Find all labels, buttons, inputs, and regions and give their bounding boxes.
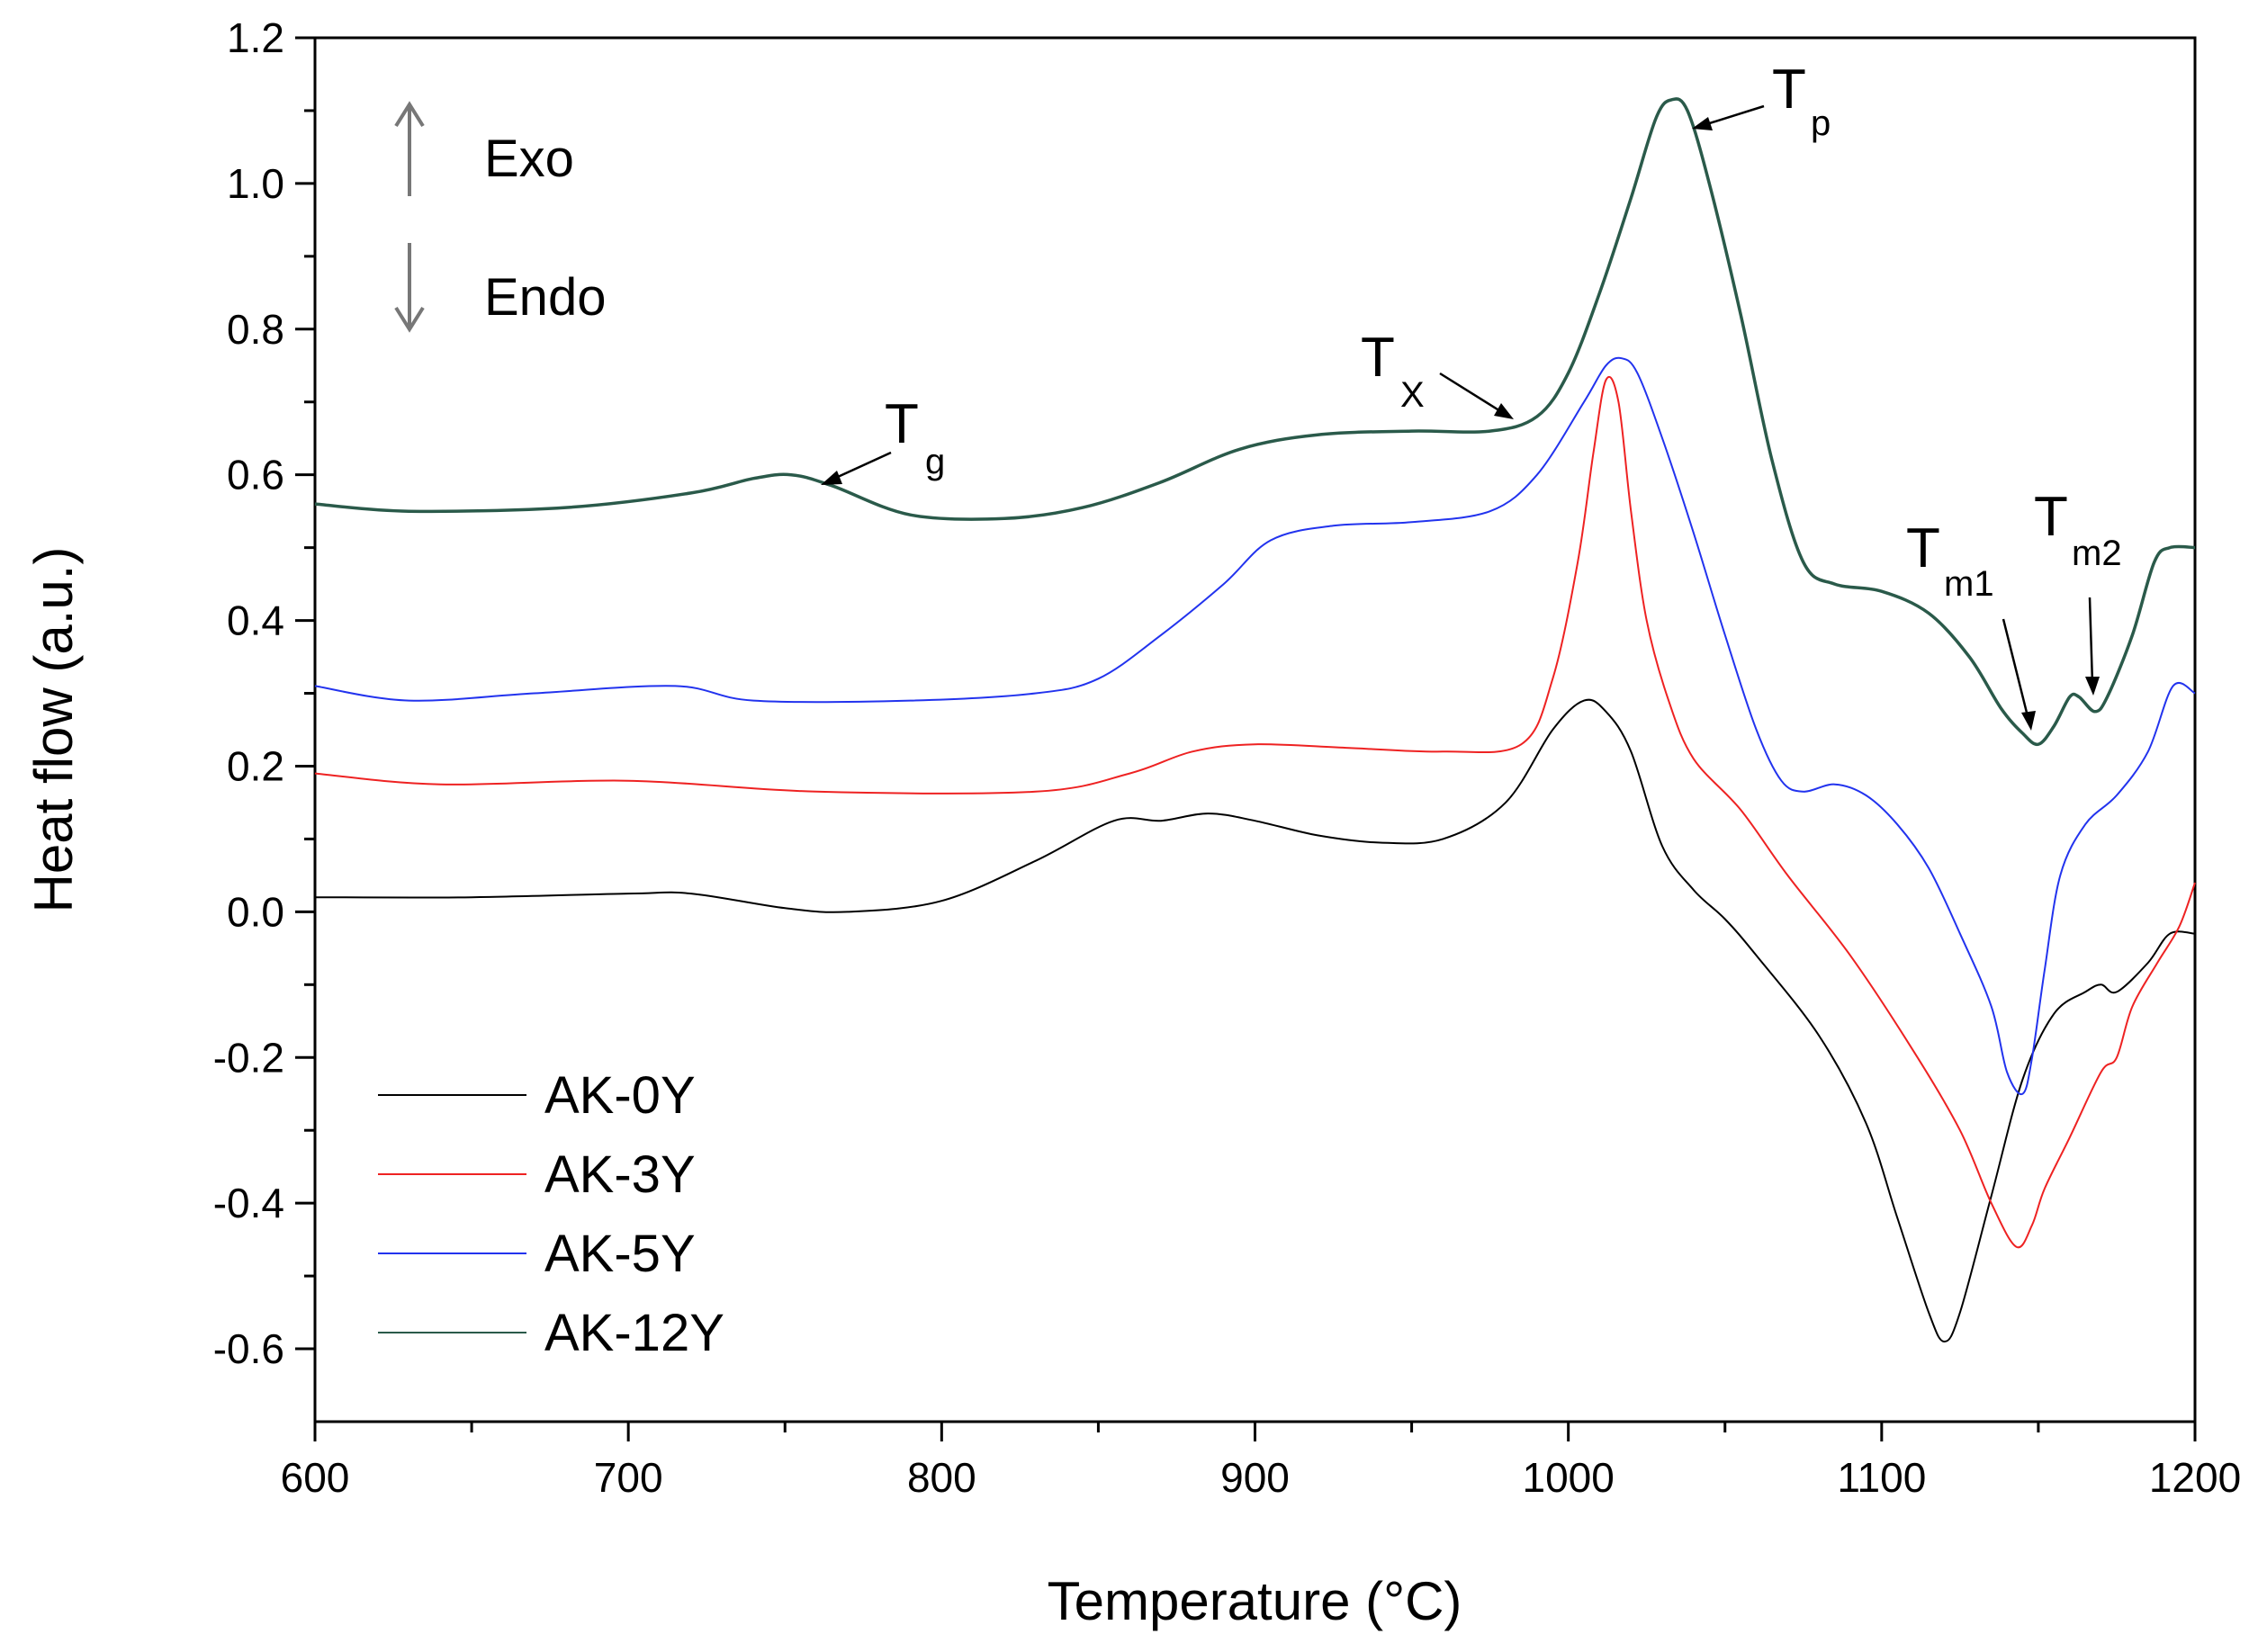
y-tick-label: 0.4 [227, 597, 284, 644]
annotation-tx: T X [1361, 327, 1514, 419]
plot-frame [313, 36, 2197, 1423]
exo-endo-indicator: Exo Endo [394, 101, 606, 333]
y-tick-label: 0.2 [227, 742, 284, 789]
annotation-tx-arrow-icon [1439, 372, 1514, 419]
y-tick-label: 1.2 [227, 14, 284, 61]
annotation-tp: T p [1692, 58, 1831, 143]
legend-label-ak-12y: AK-12Y [544, 1304, 724, 1362]
x-tick-label: 700 [594, 1454, 663, 1501]
annotation-tm1: T m1 [1906, 517, 2036, 731]
y-axis-ticks: -0.6 -0.4 -0.2 0.0 0.2 0.4 0.6 0.8 1.0 1.2 [213, 14, 315, 1372]
annotation-tp-sub: p [1811, 103, 1831, 143]
annotation-tm2-sub: m2 [2072, 534, 2122, 573]
y-tick-label: 0.8 [227, 306, 284, 353]
annotation-tm2-main: T [2034, 486, 2068, 548]
annotation-tg-sub: g [925, 442, 945, 481]
annotation-tg-main: T [885, 393, 919, 455]
legend-label-ak-3y: AK-3Y [544, 1145, 696, 1204]
series-line-ak-0y [314, 698, 2196, 1343]
y-tick-label: 0.0 [227, 888, 284, 935]
annotation-tx-main: T [1361, 327, 1395, 389]
annotation-tp-main: T [1772, 58, 1806, 121]
series-lines [314, 97, 2196, 1343]
exo-arrow-icon [394, 101, 425, 196]
legend: AK-0Y AK-3Y AK-5Y AK-12Y [378, 1066, 724, 1362]
annotation-tm2: T m2 [2034, 486, 2122, 696]
endo-label: Endo [484, 268, 606, 327]
y-tick-label: -0.2 [213, 1034, 284, 1081]
annotation-tg: T g [821, 393, 945, 485]
y-tick-label: -0.4 [213, 1180, 284, 1226]
y-tick-label: 0.6 [227, 452, 284, 498]
endo-arrow-icon [394, 243, 425, 333]
series-line-ak-5y [314, 356, 2196, 1096]
exo-label: Exo [484, 130, 574, 188]
x-tick-label: 800 [907, 1454, 976, 1501]
x-tick-label: 1000 [1522, 1454, 1614, 1501]
x-axis-ticks: 600 700 800 900 1000 1100 1200 [281, 1422, 2241, 1501]
y-axis-title: Heat flow (a.u.) [23, 547, 84, 913]
legend-label-ak-0y: AK-0Y [544, 1066, 696, 1125]
annotation-tx-sub: X [1400, 375, 1425, 415]
series-line-ak-3y [314, 375, 2196, 1249]
annotation-tg-arrow-icon [821, 451, 892, 485]
annotation-tp-arrow-icon [1692, 104, 1765, 130]
x-tick-label: 600 [281, 1454, 350, 1501]
x-axis-title: Temperature (°C) [1048, 1571, 1462, 1631]
annotation-tm1-main: T [1906, 517, 1940, 579]
y-tick-label: -0.6 [213, 1325, 284, 1372]
x-tick-label: 1200 [2149, 1454, 2241, 1501]
annotation-tm1-arrow-icon [2002, 618, 2036, 731]
legend-label-ak-5y: AK-5Y [544, 1225, 696, 1283]
x-tick-label: 1100 [1837, 1454, 1926, 1501]
annotation-tm1-sub: m1 [1944, 564, 1994, 604]
annotation-tm2-arrow-icon [2085, 597, 2100, 696]
y-tick-label: 1.0 [227, 160, 284, 207]
series-line-ak-12y [314, 97, 2196, 747]
x-tick-label: 900 [1220, 1454, 1290, 1501]
